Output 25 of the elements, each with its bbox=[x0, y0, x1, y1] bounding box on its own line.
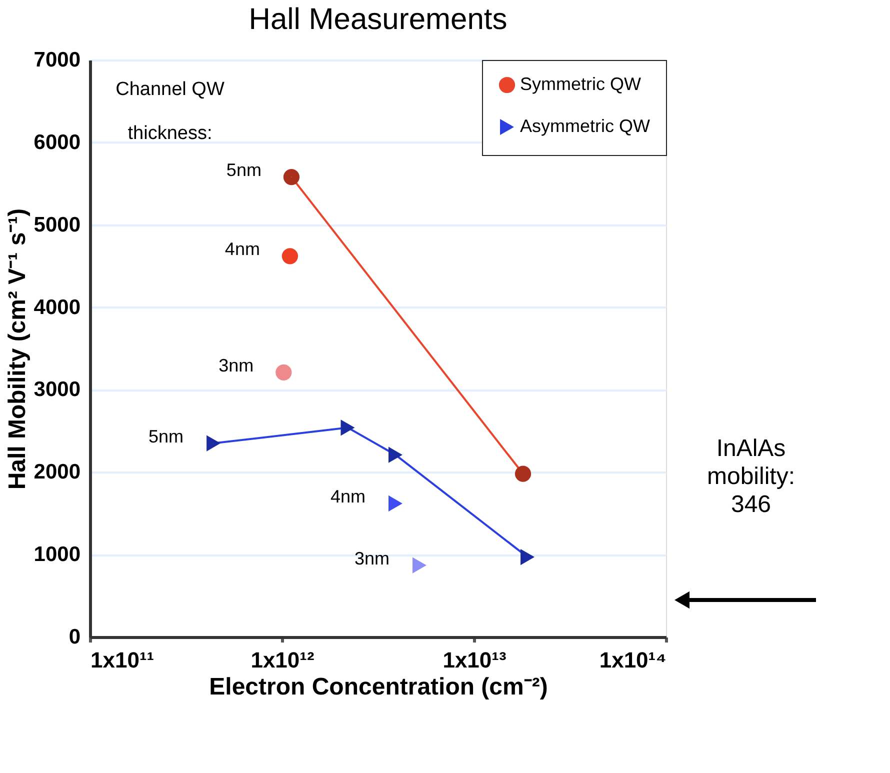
chart-title: Hall Measurements bbox=[248, 3, 508, 36]
legend-label: Asymmetric QW bbox=[520, 116, 650, 136]
annotation: 4nm bbox=[224, 239, 260, 260]
text: Channel QW thickness: bbox=[116, 79, 224, 144]
y-tick-label: 0 bbox=[68, 626, 80, 648]
y-tick-label: 3000 bbox=[34, 378, 80, 402]
annotation: 3nm bbox=[218, 355, 254, 376]
annotation: 4nm bbox=[330, 486, 366, 506]
x-axis-title: Electron Concentration (cm⁻²) bbox=[209, 674, 548, 700]
y-tick-label: 5000 bbox=[34, 213, 80, 236]
x-tick-label: 1x10¹⁴ bbox=[599, 648, 666, 672]
text: InAlAs mobility: 346 bbox=[706, 435, 796, 518]
y-tick-label: 7000 bbox=[34, 48, 80, 72]
annotation: 5nm bbox=[226, 160, 262, 180]
y-tick-label: 4000 bbox=[34, 296, 80, 319]
annotation: 5nm bbox=[148, 426, 184, 446]
legend-label: Symmetric QW bbox=[520, 74, 641, 94]
y-tick-label: 2000 bbox=[34, 460, 80, 484]
x-tick-label: 1x10¹¹ bbox=[90, 648, 154, 672]
y-axis-title: Hall Mobility (cm² V⁻¹ s⁻¹) bbox=[4, 208, 31, 490]
annotation: 3nm bbox=[354, 548, 390, 568]
y-tick-label: 6000 bbox=[34, 130, 80, 154]
x-tick-label: 1x10¹² bbox=[250, 648, 314, 672]
y-tick-label: 1000 bbox=[34, 543, 80, 566]
x-tick-label: 1x10¹³ bbox=[442, 648, 506, 672]
